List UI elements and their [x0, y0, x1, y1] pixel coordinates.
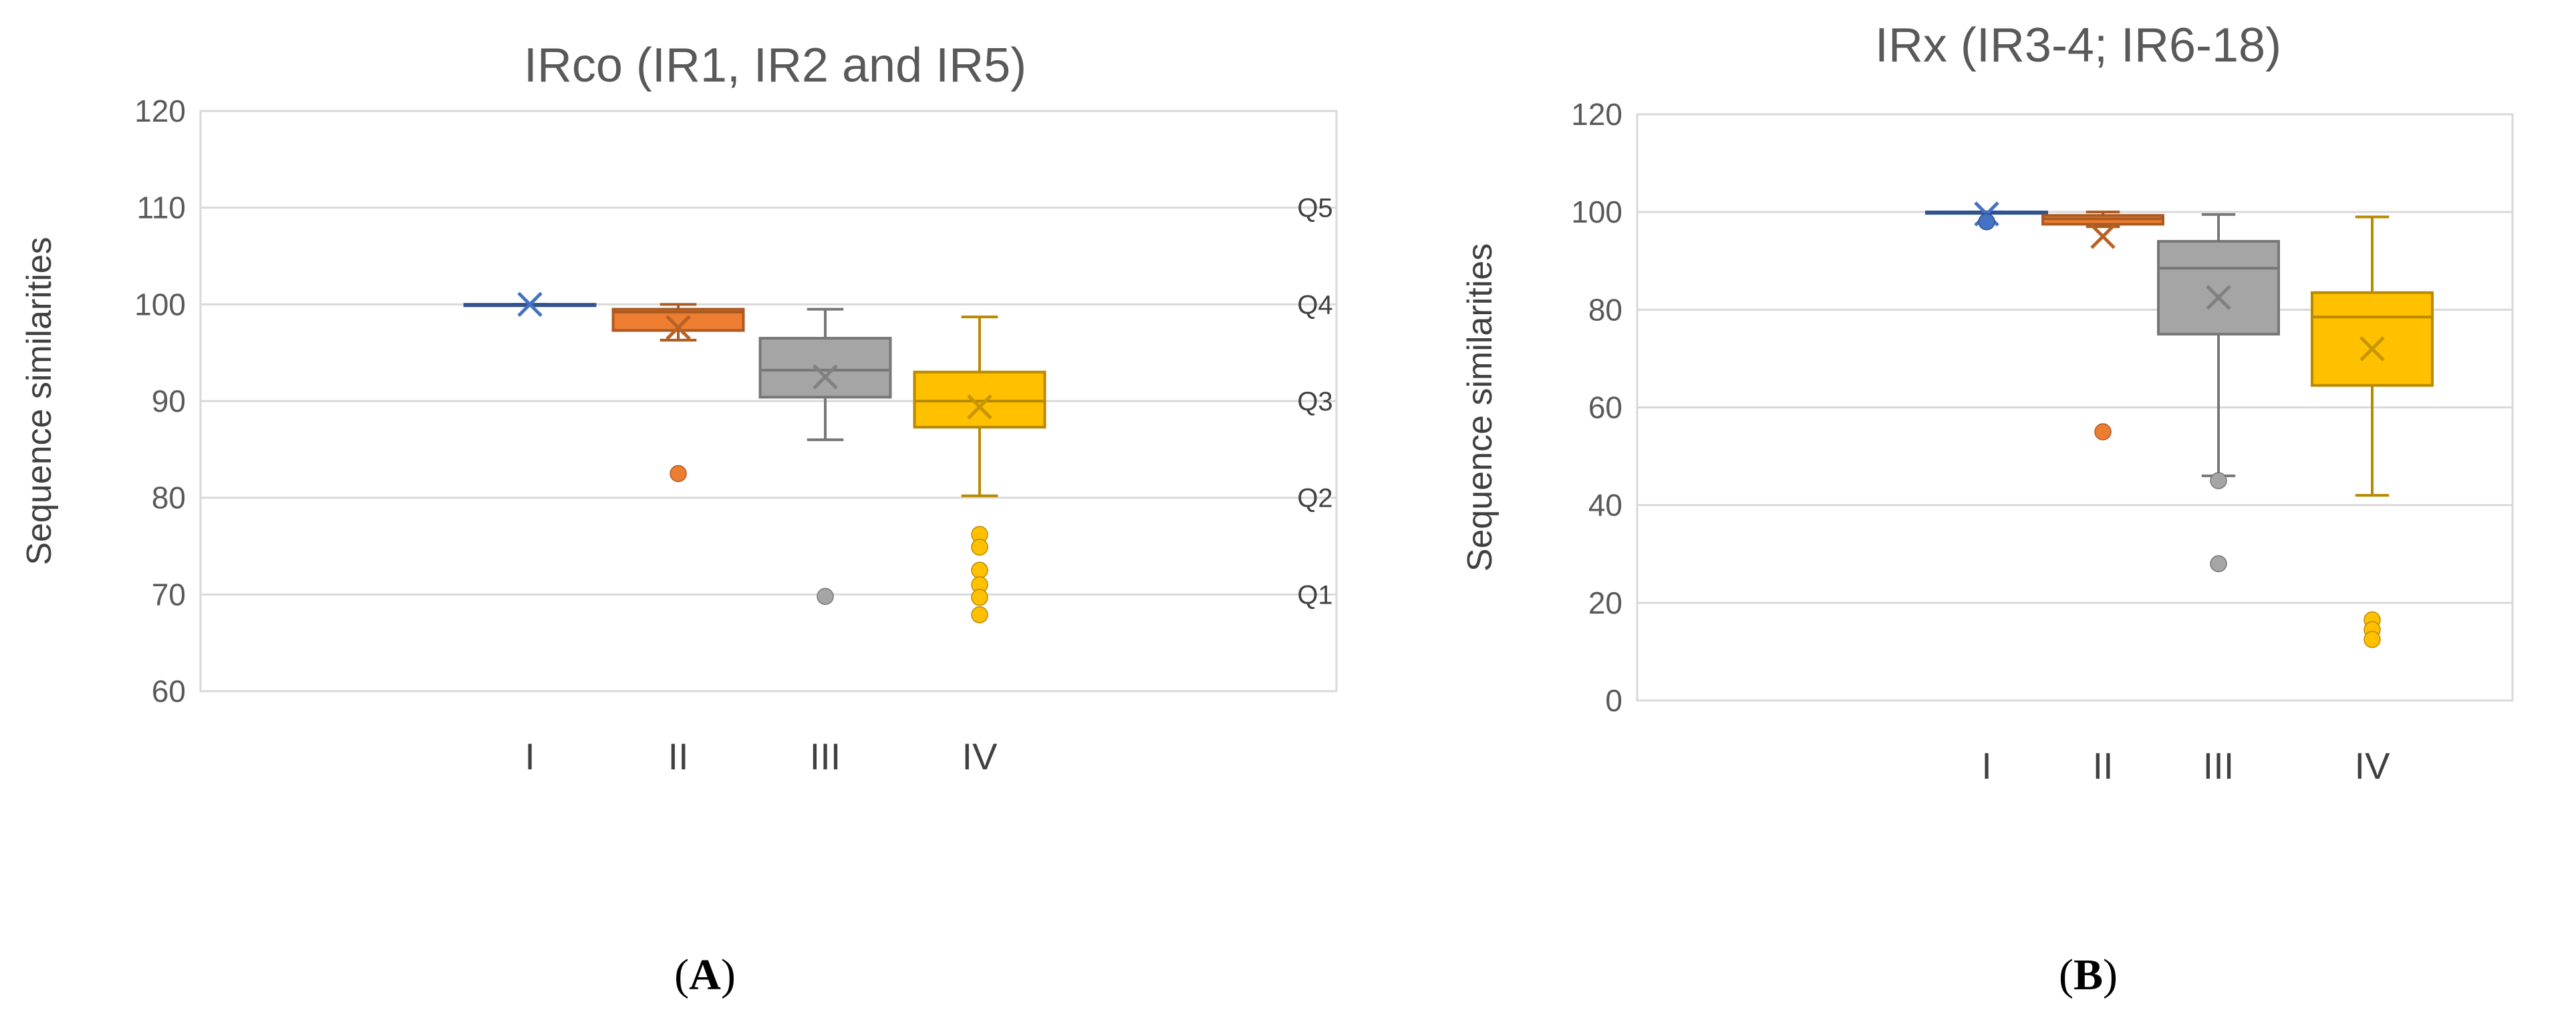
- outlier-point: [2364, 630, 2381, 648]
- box-i: [463, 291, 597, 318]
- outlier-point: [817, 588, 834, 605]
- reference-label-q4: Q4: [1297, 290, 1332, 320]
- outlier-point: [971, 588, 988, 606]
- panel-label-close-paren: ): [721, 951, 736, 999]
- chart-title: IRx (IR3-4; IR6-18): [1875, 19, 2281, 72]
- y-tick-label: 100: [134, 287, 186, 322]
- y-tick-label: 40: [1588, 488, 1622, 523]
- outlier-point: [2210, 555, 2227, 573]
- iqr-box: [913, 370, 1046, 429]
- y-tick-label: 60: [1588, 390, 1622, 425]
- category-label: IV: [962, 735, 998, 777]
- panel-label: (A): [674, 951, 736, 999]
- y-tick-label: 0: [1605, 683, 1622, 718]
- iqr-box: [2311, 291, 2434, 387]
- mean-marker: [967, 394, 992, 420]
- outlier-point: [971, 606, 988, 624]
- box-iii: [758, 307, 892, 605]
- reference-label-q3: Q3: [1297, 387, 1332, 416]
- box-ii: [611, 303, 745, 483]
- panel-label-letter: B: [2073, 951, 2103, 999]
- y-axis-label: Sequence similarities: [20, 237, 59, 565]
- mean-marker: [517, 291, 543, 318]
- outlier-point: [1978, 213, 1995, 231]
- panel-label-open-paren: (: [2059, 951, 2073, 999]
- outlier-point: [2094, 423, 2112, 440]
- category-label: II: [668, 735, 688, 777]
- outlier-point: [971, 538, 988, 556]
- outlier-point: [2210, 472, 2227, 489]
- y-tick-label: 60: [152, 674, 186, 709]
- reference-label-q2: Q2: [1297, 484, 1332, 513]
- y-tick-label: 80: [152, 481, 186, 515]
- category-label: I: [1981, 745, 1992, 787]
- y-tick-label: 110: [137, 191, 186, 225]
- box-ii: [2041, 211, 2164, 440]
- reference-label-q1: Q1: [1297, 580, 1332, 610]
- category-label: II: [2092, 745, 2113, 787]
- y-tick-label: 120: [134, 94, 186, 128]
- box-i: [1925, 201, 2048, 231]
- mean-marker: [813, 364, 838, 390]
- category-label: IV: [2355, 745, 2391, 787]
- outlier-point: [971, 561, 988, 579]
- panel-label: (B): [2059, 951, 2118, 999]
- category-label: III: [810, 735, 841, 777]
- y-tick-label: 20: [1588, 586, 1622, 620]
- category-label: I: [525, 735, 535, 777]
- reference-label-q5: Q5: [1297, 194, 1332, 223]
- box-iv: [913, 315, 1046, 624]
- panel-b-chart: 0 20 40 60 80 100 120 IRx (IR3-4; IR6-18) Sequen…: [1461, 19, 2514, 999]
- y-tick-label: 70: [152, 577, 186, 612]
- mean-marker: [2359, 336, 2385, 362]
- panel-label-open-paren: (: [674, 951, 689, 999]
- chart-title: IRco (IR1, IR2 and IR5): [524, 39, 1026, 92]
- panel-label-close-paren: ): [2103, 951, 2118, 999]
- y-tick-label: 120: [1571, 97, 1622, 132]
- mean-marker: [2090, 223, 2116, 249]
- panel-a-chart: 60 70 80 90 100 110 120 IRco (IR1, IR2 and IR5)…: [20, 39, 1338, 999]
- iqr-box: [758, 336, 892, 399]
- iqr-box: [2157, 240, 2280, 336]
- outlier-point: [670, 465, 687, 483]
- y-tick-label: 80: [1588, 292, 1622, 327]
- y-tick-label: 100: [1571, 195, 1622, 229]
- box-iii: [2157, 213, 2280, 573]
- mean-marker: [666, 315, 691, 340]
- panel-label-letter: A: [689, 951, 721, 999]
- mean-marker: [2206, 285, 2231, 310]
- y-tick-label: 90: [152, 384, 186, 418]
- y-axis-label: Sequence similarities: [1461, 243, 1499, 572]
- box-iv: [2311, 215, 2434, 648]
- category-label: III: [2203, 745, 2235, 787]
